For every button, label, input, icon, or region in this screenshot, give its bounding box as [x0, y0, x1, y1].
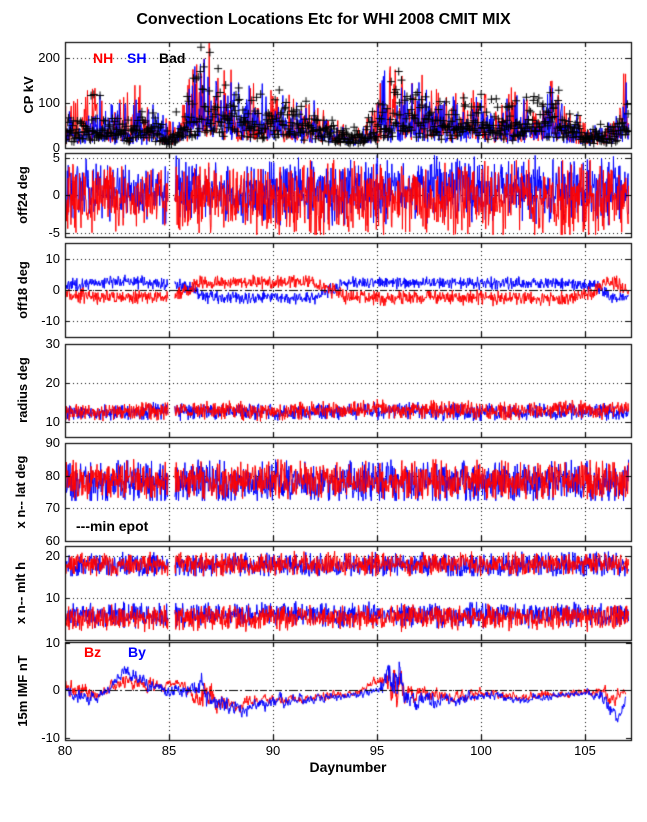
y-tick-label-radius-30: 30	[45, 336, 60, 351]
y-tick-label-off18-0: 0	[52, 282, 60, 297]
legend-nh: NH	[93, 50, 114, 66]
y-tick-label-cp-kv-100: 100	[38, 95, 60, 110]
x-tick-label-85: 85	[161, 743, 177, 758]
y-tick-label-cp-kv-200: 200	[38, 50, 60, 65]
y-tick-label-mlt-10: 10	[45, 590, 60, 605]
y-tick-label-off24-0: 0	[52, 187, 60, 202]
y-tick-label-imf--10: -10	[41, 730, 60, 745]
x-tick-label-95: 95	[369, 743, 385, 758]
x-axis-label: Daynumber	[309, 759, 387, 775]
y-tick-label-off24--5: -5	[48, 225, 60, 240]
legend-sh: SH	[127, 50, 147, 66]
y-tick-label-lat-60: 60	[45, 533, 60, 548]
y-tick-label-mlt-20: 20	[45, 548, 60, 563]
y-tick-label-radius-20: 20	[45, 375, 60, 390]
y-tick-label-off24-5: 5	[52, 150, 60, 165]
y-tick-label-lat-70: 70	[45, 500, 60, 515]
x-tick-label-80: 80	[57, 743, 73, 758]
y-tick-label-imf-0: 0	[52, 682, 60, 697]
x-tick-label-90: 90	[265, 743, 281, 758]
legend-min-epot: ---min epot	[76, 518, 149, 534]
legend-bad: Bad	[159, 50, 186, 66]
x-tick-label-100: 100	[470, 743, 492, 758]
legend-bz: Bz	[84, 644, 102, 660]
y-tick-label-off18--10: -10	[41, 313, 60, 328]
y-tick-label-lat-90: 90	[45, 435, 60, 450]
x-tick-label-105: 105	[574, 743, 596, 758]
y-tick-label-imf-10: 10	[45, 635, 60, 650]
y-tick-label-radius-10: 10	[45, 414, 60, 429]
chart-title: Convection Locations Etc for WHI 2008 CM…	[136, 11, 511, 28]
y-tick-label-lat-80: 80	[45, 468, 60, 483]
legend-by: By	[128, 644, 146, 660]
y-tick-label-off18-10: 10	[45, 251, 60, 266]
y-tick-label-cp-kv-0: 0	[52, 140, 60, 155]
